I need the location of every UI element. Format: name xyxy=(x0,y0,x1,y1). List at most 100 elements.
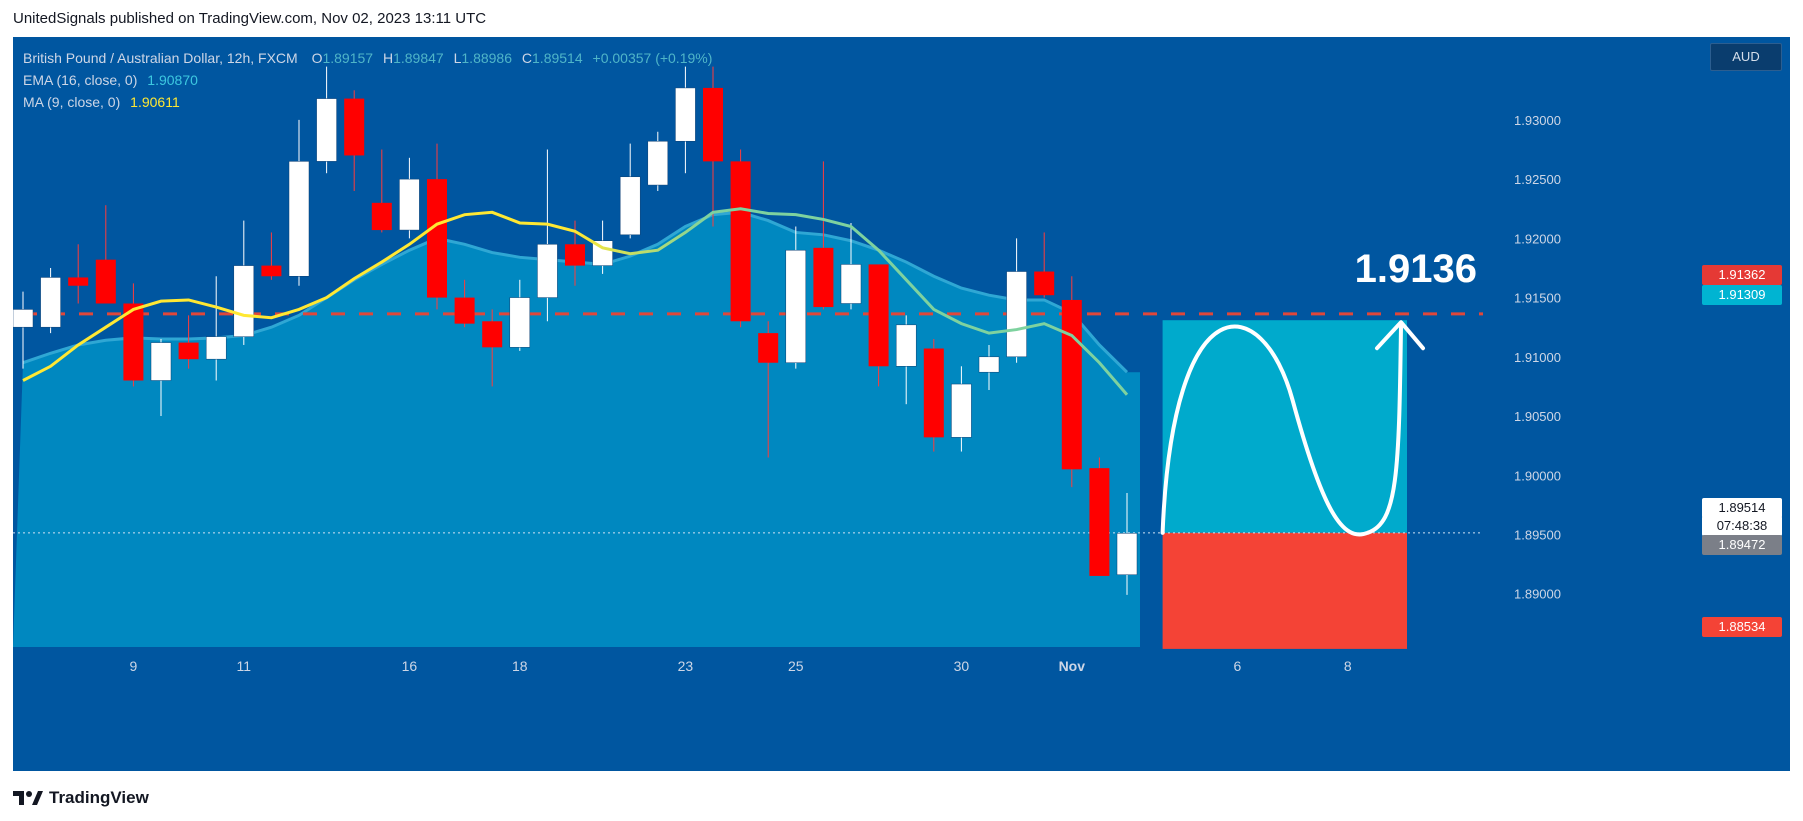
legend-close-label: C xyxy=(521,50,533,66)
candle xyxy=(40,277,61,328)
candle xyxy=(923,348,944,438)
y-tick-label: 1.89500 xyxy=(1514,527,1561,542)
candle xyxy=(758,333,779,363)
candle xyxy=(785,249,807,363)
legend-low-label: L xyxy=(453,50,462,66)
y-tick-label: 1.91500 xyxy=(1514,291,1561,306)
candle xyxy=(840,264,862,304)
footer-brand: TradingView xyxy=(49,788,149,807)
x-tick-label: 18 xyxy=(512,658,528,674)
legend-low: 1.88986 xyxy=(461,50,512,66)
candle xyxy=(813,247,834,308)
candle xyxy=(316,98,337,162)
candle xyxy=(233,265,255,337)
candle xyxy=(123,303,144,381)
target-price-label: 1.91362 xyxy=(1702,265,1782,285)
target-annotation: 1.9136 xyxy=(1355,247,1477,291)
legend-open-label: O xyxy=(311,50,323,66)
legend-ma-label: MA (9, close, 0) xyxy=(23,94,121,110)
legend-symbol: British Pound / Australian Dollar, 12h, … xyxy=(23,50,298,66)
y-tick-label: 1.90000 xyxy=(1514,468,1561,483)
candle xyxy=(427,179,447,298)
candle xyxy=(1034,271,1055,296)
x-tick-label: 25 xyxy=(788,658,804,674)
currency-button[interactable]: AUD xyxy=(1710,43,1782,71)
candle xyxy=(730,161,751,322)
price-axis xyxy=(1483,37,1790,771)
x-tick-label: 9 xyxy=(130,658,138,674)
candle xyxy=(1089,468,1110,576)
candle xyxy=(205,336,227,360)
candle xyxy=(675,87,696,142)
candle xyxy=(703,87,723,162)
legend-open: 1.89157 xyxy=(322,50,374,66)
legend-change: +0.00357 (+0.19%) xyxy=(592,50,713,66)
candle xyxy=(288,161,310,277)
candle xyxy=(13,309,34,328)
candle xyxy=(1061,299,1082,470)
candle xyxy=(509,297,531,348)
x-tick-label: 6 xyxy=(1234,658,1242,674)
time-axis xyxy=(13,647,1483,771)
candle xyxy=(978,356,1000,373)
candle xyxy=(371,202,392,231)
candlestick-chart[interactable]: 1.9136 1.93000 1.92500 1.92000 1.91500 1.9100… xyxy=(13,37,1790,771)
candle xyxy=(647,140,669,186)
x-tick-label: 8 xyxy=(1344,658,1352,674)
projection-curve xyxy=(1160,324,1403,537)
candle xyxy=(537,244,558,298)
legend-high: 1.89847 xyxy=(393,50,444,66)
candle xyxy=(482,321,503,348)
ema-price-label: 1.91309 xyxy=(1702,285,1782,305)
last-price-label: 1.89514 xyxy=(1702,498,1782,518)
candle xyxy=(261,265,282,277)
chart-area[interactable]: 1.9136 1.93000 1.92500 1.92000 1.91500 1.9100… xyxy=(13,37,1790,771)
candle xyxy=(344,98,365,156)
candle xyxy=(150,342,172,381)
y-tick-label: 1.90500 xyxy=(1514,409,1561,424)
ma-price-label: 1.89472 xyxy=(1702,535,1782,555)
x-tick-label: 23 xyxy=(678,658,694,674)
projection-arrow-icon xyxy=(1375,320,1425,351)
legend-ema-row: EMA (16, close, 0) 1.90870 xyxy=(23,69,712,91)
legend-ohlc-row: British Pound / Australian Dollar, 12h, … xyxy=(23,47,712,69)
x-tick-label: Nov xyxy=(1059,658,1086,674)
x-tick-label: 16 xyxy=(402,658,418,674)
x-tick-label: 30 xyxy=(954,658,970,674)
candle xyxy=(895,324,917,367)
profit-zone xyxy=(1162,320,1407,533)
candle xyxy=(951,383,972,438)
tradingview-logo-icon xyxy=(13,791,43,805)
stop-price-label: 1.88534 xyxy=(1702,617,1782,637)
ma-line xyxy=(22,207,1129,396)
legend-ema-value: 1.90870 xyxy=(147,72,198,88)
x-tick-label: 11 xyxy=(237,658,252,674)
tradingview-footer[interactable]: TradingView xyxy=(13,788,149,808)
publish-header: UnitedSignals published on TradingView.c… xyxy=(13,10,487,27)
candle xyxy=(868,264,889,367)
countdown-label: 07:48:38 xyxy=(1702,516,1782,536)
legend-high-label: H xyxy=(382,50,394,66)
candle xyxy=(1116,533,1138,575)
candle xyxy=(68,277,89,286)
candle xyxy=(565,244,585,266)
candle xyxy=(454,297,475,324)
legend-ma-value: 1.90611 xyxy=(130,94,180,110)
y-tick-label: 1.92500 xyxy=(1514,172,1561,187)
candle xyxy=(178,342,199,360)
y-tick-label: 1.93000 xyxy=(1514,113,1561,128)
candle xyxy=(399,178,420,231)
y-tick-label: 1.89000 xyxy=(1514,587,1561,602)
legend-ema-label: EMA (16, close, 0) xyxy=(23,72,138,88)
candle xyxy=(1006,271,1027,358)
y-tick-label: 1.91000 xyxy=(1514,350,1561,365)
candle xyxy=(95,259,116,304)
loss-zone xyxy=(1162,532,1407,649)
chart-legend: British Pound / Australian Dollar, 12h, … xyxy=(23,47,712,113)
candle xyxy=(619,176,641,236)
legend-close: 1.89514 xyxy=(532,50,583,66)
ema-area xyxy=(13,212,1140,647)
legend-ma-row: MA (9, close, 0) 1.90611 xyxy=(23,91,712,113)
y-tick-label: 1.92000 xyxy=(1514,231,1561,246)
candle xyxy=(592,240,613,266)
